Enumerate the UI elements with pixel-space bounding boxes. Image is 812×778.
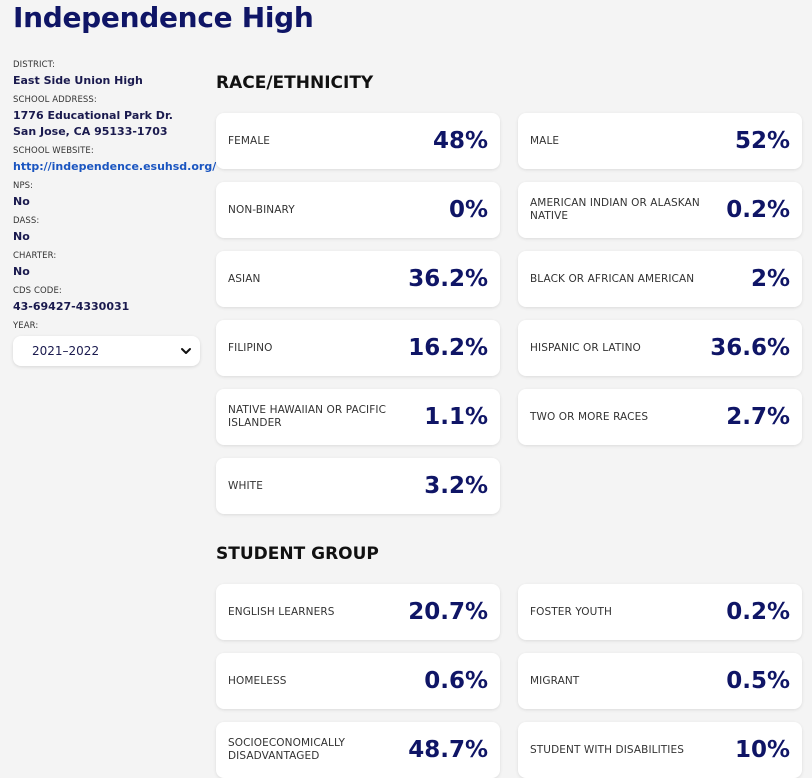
- stat-value: 48.7%: [408, 737, 488, 763]
- charter-label: CHARTER:: [13, 251, 57, 261]
- stat-value: 36.2%: [408, 266, 488, 292]
- stat-card: SOCIOECONOMICALLY DISADVANTAGED 48.7%: [216, 722, 500, 778]
- stat-label: FILIPINO: [228, 341, 273, 354]
- stat-card: BLACK OR AFRICAN AMERICAN 2%: [518, 251, 802, 307]
- stat-card: FOSTER YOUTH 0.2%: [518, 584, 802, 640]
- stat-value: 0.6%: [424, 668, 488, 694]
- stat-label: MALE: [530, 134, 560, 147]
- stat-card: NATIVE HAWAIIAN OR PACIFIC ISLANDER 1.1%: [216, 389, 500, 445]
- stat-value: 36.6%: [710, 335, 790, 361]
- stat-value: 52%: [734, 128, 790, 154]
- stat-label: FOSTER YOUTH: [530, 605, 612, 618]
- stat-label: NON-BINARY: [228, 203, 295, 216]
- cds-code-value: 43-69427-4330031: [13, 300, 130, 313]
- stat-label: ASIAN: [228, 272, 261, 285]
- stat-value: 16.2%: [408, 335, 488, 361]
- stat-value: 0.2%: [726, 197, 790, 223]
- address-line2: San Jose, CA 95133-1703: [13, 125, 168, 138]
- dass-label: DASS:: [13, 216, 40, 226]
- website-link[interactable]: http://independence.esuhsd.org/: [13, 160, 217, 173]
- cds-code-label: CDS CODE:: [13, 286, 62, 296]
- stat-value: 48%: [432, 128, 488, 154]
- stat-card: AMERICAN INDIAN OR ALASKAN NATIVE 0.2%: [518, 182, 802, 238]
- year-select[interactable]: 2021–2022: [13, 336, 200, 366]
- district-value: East Side Union High: [13, 74, 143, 87]
- address-field: SCHOOL ADDRESS: 1776 Educational Park Dr…: [13, 95, 203, 140]
- stat-value: 0.2%: [726, 599, 790, 625]
- stat-label: HISPANIC OR LATINO: [530, 341, 641, 354]
- school-name: Independence High: [13, 1, 314, 34]
- stat-label: STUDENT WITH DISABILITIES: [530, 743, 684, 756]
- stat-card: MIGRANT 0.5%: [518, 653, 802, 709]
- stat-card: MALE 52%: [518, 113, 802, 169]
- stat-card: WHITE 3.2%: [216, 458, 500, 514]
- school-info-sidebar: DISTRICT: East Side Union High SCHOOL AD…: [13, 60, 217, 372]
- stat-value: 2%: [750, 266, 790, 292]
- race-ethnicity-title: RACE/ETHNICITY: [216, 73, 374, 93]
- stat-label: HOMELESS: [228, 674, 287, 687]
- stat-value: 10%: [734, 737, 790, 763]
- stat-card: FEMALE 48%: [216, 113, 500, 169]
- stat-value: 3.2%: [424, 473, 488, 499]
- nps-label: NPS:: [13, 181, 34, 191]
- student-group-title: STUDENT GROUP: [216, 544, 379, 564]
- stat-label: TWO OR MORE RACES: [530, 410, 649, 423]
- stat-label: NATIVE HAWAIIAN OR PACIFIC ISLANDER: [228, 404, 387, 429]
- stat-value: 1.1%: [424, 404, 488, 430]
- dass-field: DASS: No: [13, 216, 203, 245]
- year-label: YEAR:: [13, 321, 39, 331]
- stat-card: ENGLISH LEARNERS 20.7%: [216, 584, 500, 640]
- stat-label: AMERICAN INDIAN OR ALASKAN NATIVE: [530, 197, 700, 222]
- stat-card: NON-BINARY 0%: [216, 182, 500, 238]
- address-label: SCHOOL ADDRESS:: [13, 95, 97, 105]
- stat-label: ENGLISH LEARNERS: [228, 605, 335, 618]
- stat-card: STUDENT WITH DISABILITIES 10%: [518, 722, 802, 778]
- nps-field: NPS: No: [13, 181, 203, 210]
- address-line1: 1776 Educational Park Dr.: [13, 109, 173, 122]
- stat-card: FILIPINO 16.2%: [216, 320, 500, 376]
- stat-card: HISPANIC OR LATINO 36.6%: [518, 320, 802, 376]
- website-field: SCHOOL WEBSITE: http://independence.esuh…: [13, 146, 217, 175]
- stat-label: BLACK OR AFRICAN AMERICAN: [530, 272, 695, 285]
- cds-code-field: CDS CODE: 43-69427-4330031: [13, 286, 203, 315]
- chevron-down-icon: [181, 348, 191, 354]
- district-label: DISTRICT:: [13, 60, 56, 70]
- charter-field: CHARTER: No: [13, 251, 203, 280]
- year-selected-value: 2021–2022: [32, 344, 100, 358]
- stat-card: ASIAN 36.2%: [216, 251, 500, 307]
- stat-label: MIGRANT: [530, 674, 580, 687]
- stat-card: HOMELESS 0.6%: [216, 653, 500, 709]
- stat-value: 0%: [448, 197, 488, 223]
- stat-value: 0.5%: [726, 668, 790, 694]
- stat-value: 20.7%: [408, 599, 488, 625]
- stat-label: SOCIOECONOMICALLY DISADVANTAGED: [228, 737, 346, 762]
- stat-label: WHITE: [228, 479, 263, 492]
- stat-value: 2.7%: [726, 404, 790, 430]
- charter-value: No: [13, 265, 30, 278]
- stat-card: TWO OR MORE RACES 2.7%: [518, 389, 802, 445]
- nps-value: No: [13, 195, 30, 208]
- district-field: DISTRICT: East Side Union High: [13, 60, 203, 89]
- website-label: SCHOOL WEBSITE:: [13, 146, 94, 156]
- stat-label: FEMALE: [228, 134, 271, 147]
- dass-value: No: [13, 230, 30, 243]
- year-field: YEAR: 2021–2022: [13, 321, 203, 366]
